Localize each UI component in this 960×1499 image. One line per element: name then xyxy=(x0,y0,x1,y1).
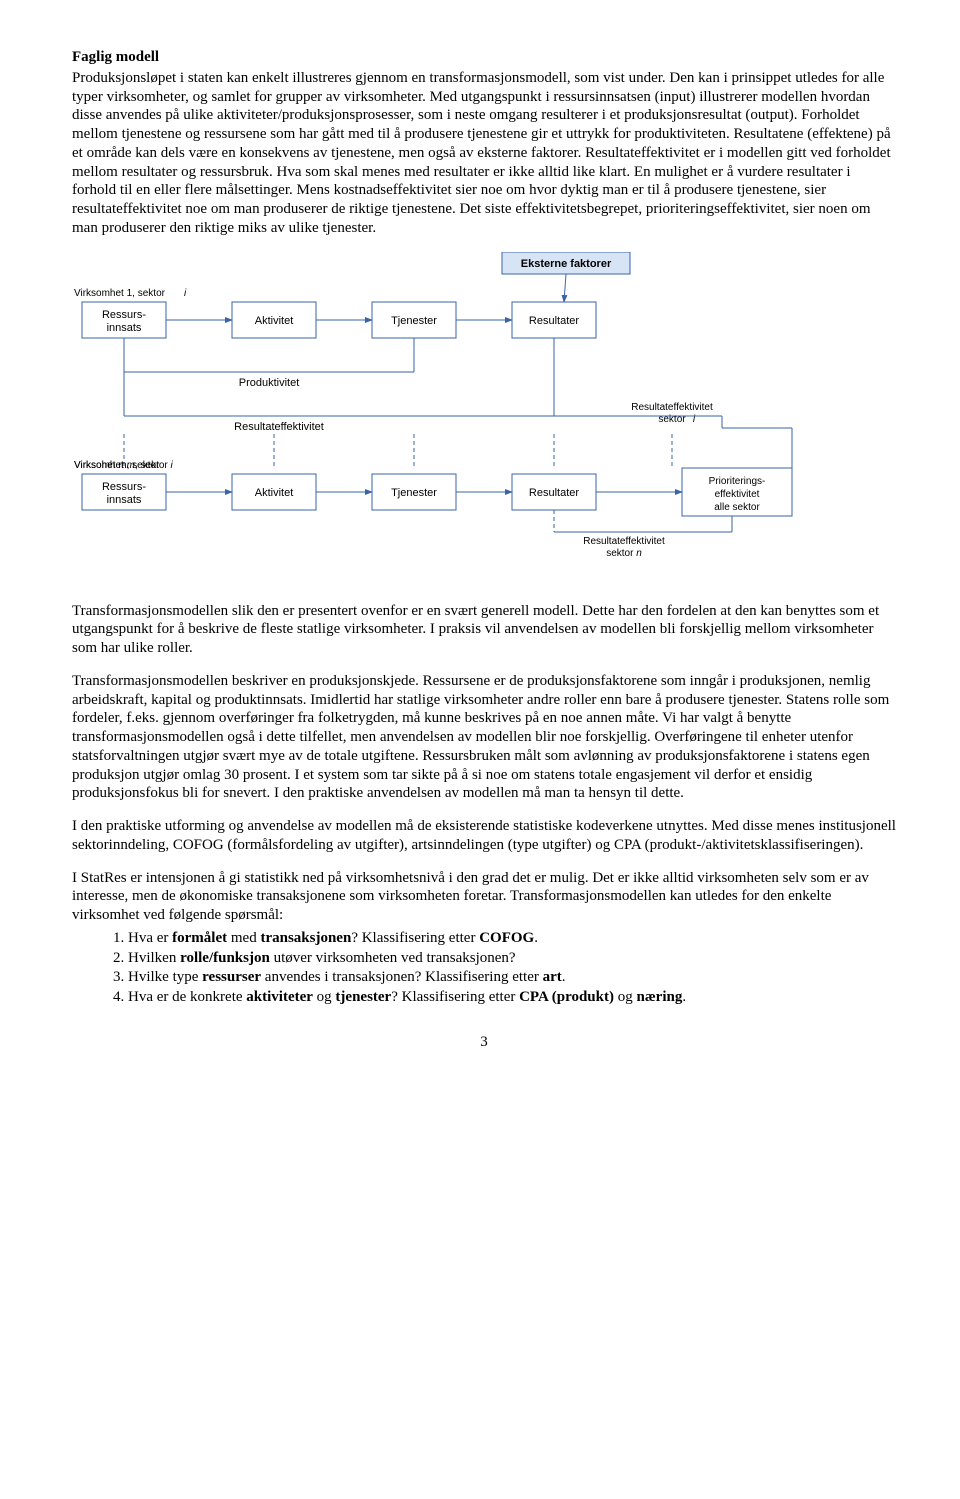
svg-text:Tjenester: Tjenester xyxy=(391,487,437,499)
svg-text:Tjenester: Tjenester xyxy=(391,315,437,327)
svg-text:Eksterne faktorer: Eksterne faktorer xyxy=(521,258,612,270)
svg-text:innsats: innsats xyxy=(107,322,142,334)
svg-text:effektivitet: effektivitet xyxy=(715,489,760,500)
svg-text:Resultater: Resultater xyxy=(529,315,579,327)
svg-text:Resultateffektivitet: Resultateffektivitet xyxy=(631,402,713,413)
intro-paragraph: Produksjonsløpet i staten kan enkelt ill… xyxy=(72,69,896,238)
list-item: Hva er de konkrete aktiviteter og tjenes… xyxy=(128,988,896,1007)
diagram-svg: Eksterne faktorer Virksomhet 1, sektor i R… xyxy=(72,252,852,602)
svg-text:innsats: innsats xyxy=(107,494,142,506)
page-number: 3 xyxy=(72,1033,896,1052)
transformation-diagram: Eksterne faktorer Virksomhet 1, sektor i R… xyxy=(72,252,896,602)
svg-text:Prioriterings-: Prioriterings- xyxy=(709,476,766,487)
question-list: Hva er formålet med transaksjonen? Klass… xyxy=(72,929,896,1007)
list-item: Hva er formålet med transaksjonen? Klass… xyxy=(128,929,896,948)
svg-text:alle sektor: alle sektor xyxy=(714,502,760,513)
svg-text:Virksomhet m, sektor i: Virksomhet m, sektor i xyxy=(74,460,174,471)
svg-text:Resultateffektivitet: Resultateffektivitet xyxy=(234,421,324,433)
body-text: Transformasjonsmodellen slik den er pres… xyxy=(72,603,879,657)
heading: Faglig modell xyxy=(72,48,896,67)
body-para-2: Transformasjonsmodellen beskriver en pro… xyxy=(72,672,896,803)
body-para-3: I den praktiske utforming og anvendelse … xyxy=(72,817,896,855)
list-item: Hvilken rolle/funksjon utøver virksomhet… xyxy=(128,949,896,968)
svg-text:Produktivitet: Produktivitet xyxy=(239,377,300,389)
svg-text:Virksomhet 1, sektor: Virksomhet 1, sektor xyxy=(74,288,166,299)
svg-text:Resultater: Resultater xyxy=(529,487,579,499)
body-para-1: Resultateffektivitet Transformasjonsmode… xyxy=(72,602,896,658)
svg-text:Aktivitet: Aktivitet xyxy=(255,487,294,499)
list-item: Hvilke type ressurser anvendes i transak… xyxy=(128,968,896,987)
svg-text:Ressurs-: Ressurs- xyxy=(102,309,146,321)
svg-text:i: i xyxy=(184,288,187,299)
body-para-4: I StatRes er intensjonen å gi statistikk… xyxy=(72,869,896,925)
svg-text:Resultateffektivitet: Resultateffektivitet xyxy=(583,536,665,547)
svg-text:Aktivitet: Aktivitet xyxy=(255,315,294,327)
svg-text:sektor n: sektor n xyxy=(606,548,642,559)
svg-text:Ressurs-: Ressurs- xyxy=(102,481,146,493)
